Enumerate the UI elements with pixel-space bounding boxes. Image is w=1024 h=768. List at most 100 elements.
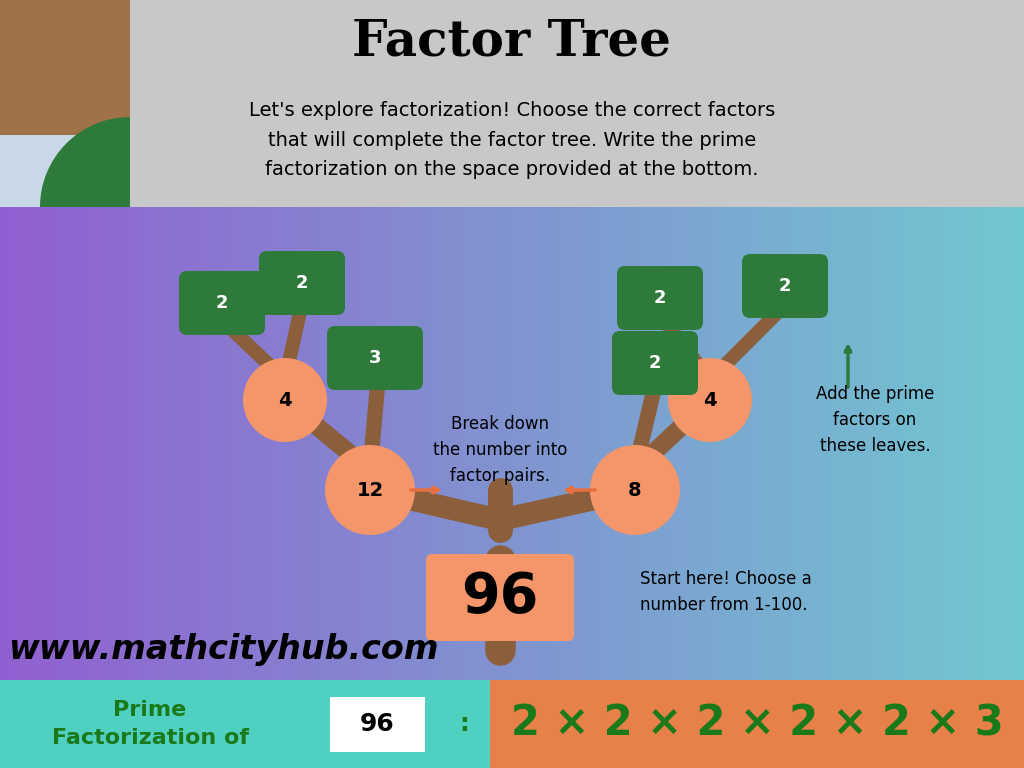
Text: 2: 2 xyxy=(778,277,792,295)
FancyBboxPatch shape xyxy=(113,207,124,680)
Text: www.mathcityhub.com: www.mathcityhub.com xyxy=(8,634,438,667)
Wedge shape xyxy=(40,117,130,207)
FancyBboxPatch shape xyxy=(307,207,318,680)
FancyBboxPatch shape xyxy=(430,207,441,680)
Text: 8: 8 xyxy=(628,481,642,499)
FancyBboxPatch shape xyxy=(31,207,42,680)
FancyBboxPatch shape xyxy=(317,207,329,680)
Text: 2: 2 xyxy=(296,274,308,292)
FancyBboxPatch shape xyxy=(788,207,800,680)
FancyBboxPatch shape xyxy=(655,207,667,680)
FancyBboxPatch shape xyxy=(758,207,769,680)
Text: Let's explore factorization! Choose the correct factors
that will complete the f: Let's explore factorization! Choose the … xyxy=(249,101,775,179)
FancyBboxPatch shape xyxy=(881,207,892,680)
FancyBboxPatch shape xyxy=(612,331,698,395)
Text: Prime
Factorization of: Prime Factorization of xyxy=(51,700,249,748)
Text: 4: 4 xyxy=(703,390,717,409)
FancyBboxPatch shape xyxy=(891,207,902,680)
Text: Start here! Choose a
number from 1-100.: Start here! Choose a number from 1-100. xyxy=(640,570,812,614)
FancyBboxPatch shape xyxy=(287,207,298,680)
FancyBboxPatch shape xyxy=(0,0,130,135)
FancyBboxPatch shape xyxy=(666,207,677,680)
FancyBboxPatch shape xyxy=(61,207,73,680)
FancyBboxPatch shape xyxy=(72,207,83,680)
FancyBboxPatch shape xyxy=(154,207,165,680)
FancyBboxPatch shape xyxy=(563,207,574,680)
FancyBboxPatch shape xyxy=(737,207,749,680)
FancyBboxPatch shape xyxy=(451,207,462,680)
FancyBboxPatch shape xyxy=(399,207,411,680)
FancyBboxPatch shape xyxy=(512,207,523,680)
FancyBboxPatch shape xyxy=(573,207,585,680)
FancyBboxPatch shape xyxy=(179,271,265,335)
FancyBboxPatch shape xyxy=(492,207,503,680)
FancyBboxPatch shape xyxy=(829,207,841,680)
Circle shape xyxy=(325,445,415,535)
FancyBboxPatch shape xyxy=(778,207,790,680)
FancyBboxPatch shape xyxy=(330,697,425,752)
FancyBboxPatch shape xyxy=(51,207,62,680)
FancyBboxPatch shape xyxy=(707,207,718,680)
Circle shape xyxy=(590,445,680,535)
FancyBboxPatch shape xyxy=(10,207,22,680)
FancyBboxPatch shape xyxy=(645,207,656,680)
FancyBboxPatch shape xyxy=(440,207,452,680)
FancyBboxPatch shape xyxy=(676,207,687,680)
FancyBboxPatch shape xyxy=(952,207,964,680)
FancyBboxPatch shape xyxy=(901,207,912,680)
FancyBboxPatch shape xyxy=(215,207,226,680)
FancyBboxPatch shape xyxy=(297,207,308,680)
Text: 96: 96 xyxy=(359,712,394,736)
Text: 2: 2 xyxy=(649,354,662,372)
FancyBboxPatch shape xyxy=(481,207,493,680)
FancyBboxPatch shape xyxy=(164,207,175,680)
FancyBboxPatch shape xyxy=(426,554,574,641)
FancyBboxPatch shape xyxy=(635,207,646,680)
FancyBboxPatch shape xyxy=(225,207,237,680)
FancyBboxPatch shape xyxy=(471,207,482,680)
FancyBboxPatch shape xyxy=(0,680,490,768)
FancyBboxPatch shape xyxy=(195,207,206,680)
FancyBboxPatch shape xyxy=(922,207,933,680)
FancyBboxPatch shape xyxy=(870,207,882,680)
FancyBboxPatch shape xyxy=(327,326,423,390)
FancyBboxPatch shape xyxy=(276,207,288,680)
FancyBboxPatch shape xyxy=(522,207,534,680)
FancyBboxPatch shape xyxy=(614,207,626,680)
FancyBboxPatch shape xyxy=(543,207,554,680)
Text: 2 × 2 × 2 × 2 × 2 × 3: 2 × 2 × 2 × 2 × 2 × 3 xyxy=(511,703,1004,745)
FancyBboxPatch shape xyxy=(502,207,513,680)
Circle shape xyxy=(668,358,752,442)
Text: Factor Tree: Factor Tree xyxy=(352,18,672,67)
Text: Break down
the number into
factor pairs.: Break down the number into factor pairs. xyxy=(433,415,567,485)
Text: Add the prime
factors on
these leaves.: Add the prime factors on these leaves. xyxy=(816,385,934,455)
Circle shape xyxy=(243,358,327,442)
FancyBboxPatch shape xyxy=(768,207,779,680)
Text: :: : xyxy=(459,712,469,736)
FancyBboxPatch shape xyxy=(1004,207,1015,680)
FancyBboxPatch shape xyxy=(41,207,52,680)
FancyBboxPatch shape xyxy=(0,207,11,680)
Text: 2: 2 xyxy=(653,289,667,307)
FancyBboxPatch shape xyxy=(490,680,1024,768)
FancyBboxPatch shape xyxy=(748,207,759,680)
Text: 4: 4 xyxy=(279,390,292,409)
FancyBboxPatch shape xyxy=(82,207,93,680)
FancyBboxPatch shape xyxy=(625,207,636,680)
FancyBboxPatch shape xyxy=(0,0,1024,207)
FancyBboxPatch shape xyxy=(184,207,196,680)
FancyBboxPatch shape xyxy=(840,207,851,680)
FancyBboxPatch shape xyxy=(0,135,130,207)
FancyBboxPatch shape xyxy=(123,207,134,680)
Text: 2: 2 xyxy=(216,294,228,312)
FancyBboxPatch shape xyxy=(717,207,728,680)
FancyBboxPatch shape xyxy=(686,207,697,680)
FancyBboxPatch shape xyxy=(358,207,370,680)
FancyBboxPatch shape xyxy=(410,207,421,680)
FancyBboxPatch shape xyxy=(850,207,861,680)
FancyBboxPatch shape xyxy=(259,251,345,315)
FancyBboxPatch shape xyxy=(420,207,431,680)
FancyBboxPatch shape xyxy=(696,207,708,680)
FancyBboxPatch shape xyxy=(236,207,247,680)
FancyBboxPatch shape xyxy=(604,207,615,680)
